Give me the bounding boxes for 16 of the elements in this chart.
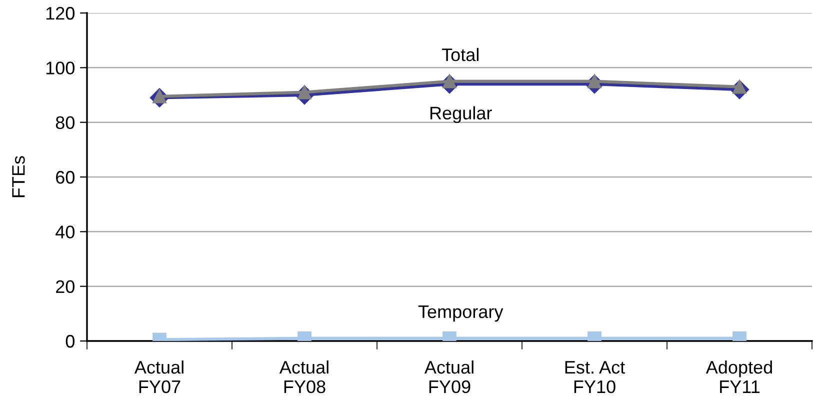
x-tick-label: Est. Act FY10 [565,361,625,394]
y-tick-label: 20 [56,280,74,294]
y-tick-label: 100 [46,62,74,74]
series-label: Total [442,48,478,62]
y-tick-label: 40 [56,226,74,238]
x-tick-label: Actual FY08 [279,360,328,394]
y-tick-label: 80 [56,116,74,130]
x-tick-label: Actual FY09 [424,360,474,394]
y-axis-title: FTEs [12,156,25,198]
x-tick-label: Actual FY07 [134,360,184,394]
y-tick-label: 60 [56,170,74,184]
x-tick-label: Adopted FY11 [706,360,772,393]
series-label: Regular [430,106,492,124]
series-label: Temporary [418,306,504,322]
y-tick-label: 0 [66,334,74,348]
y-tick-label: 120 [46,6,74,20]
